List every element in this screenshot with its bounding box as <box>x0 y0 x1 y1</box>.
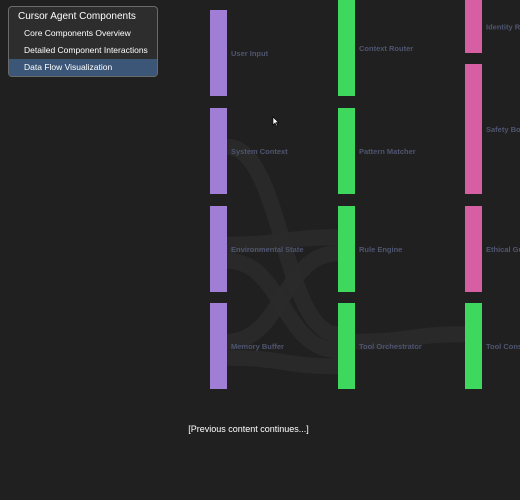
node-label-context-router: Context Router <box>359 44 413 53</box>
node-safety-boundaries[interactable] <box>465 64 482 194</box>
node-label-ethical-guidelines: Ethical Gui <box>486 245 520 254</box>
node-context-router[interactable] <box>338 0 355 96</box>
link-environmental-state-to-rule-engine <box>226 229 339 253</box>
menu-item-core-components[interactable]: Core Components Overview <box>24 28 131 38</box>
node-label-identity-rules: Identity Ru <box>486 23 520 32</box>
flow-nodes: User Input System Context Environmental St… <box>210 0 520 389</box>
menu-item-data-flow[interactable]: Data Flow Visualization <box>9 59 157 76</box>
node-label-safety-boundaries: Safety Bou <box>486 125 520 134</box>
node-tool-orchestrator[interactable] <box>338 303 355 389</box>
node-ethical-guidelines[interactable] <box>465 206 482 292</box>
node-pattern-matcher[interactable] <box>338 108 355 194</box>
continuation-note: [Previous content continues...] <box>188 424 309 434</box>
mouse-cursor-icon <box>272 116 280 127</box>
node-rule-engine[interactable] <box>338 206 355 292</box>
link-tool-orchestrator-to-tool-constraints <box>354 326 466 350</box>
node-user-input[interactable] <box>210 10 227 96</box>
node-label-system-context: System Context <box>231 147 288 156</box>
node-label-memory-buffer: Memory Buffer <box>231 342 284 351</box>
node-environmental-state[interactable] <box>210 206 227 292</box>
node-memory-buffer[interactable] <box>210 303 227 389</box>
node-tool-constraints[interactable] <box>465 303 482 389</box>
flow-links <box>225 138 466 375</box>
node-label-pattern-matcher: Pattern Matcher <box>359 147 416 156</box>
node-system-context[interactable] <box>210 108 227 194</box>
view-menu: Cursor Agent Components Core Components … <box>8 6 158 77</box>
menu-title: Cursor Agent Components <box>18 11 136 22</box>
node-label-environmental-state: Environmental State <box>231 245 304 254</box>
node-label-user-input: User Input <box>231 49 269 58</box>
link-memory-buffer-to-tool-orchestrator <box>226 349 339 375</box>
node-label-rule-engine: Rule Engine <box>359 245 402 254</box>
link-memory-buffer-to-rule-engine <box>226 245 339 350</box>
node-label-tool-constraints: Tool Constr <box>486 342 520 351</box>
node-identity-rules[interactable] <box>465 0 482 53</box>
menu-item-component-interactions[interactable]: Detailed Component Interactions <box>24 45 148 55</box>
node-label-tool-orchestrator: Tool Orchestrator <box>359 342 422 351</box>
